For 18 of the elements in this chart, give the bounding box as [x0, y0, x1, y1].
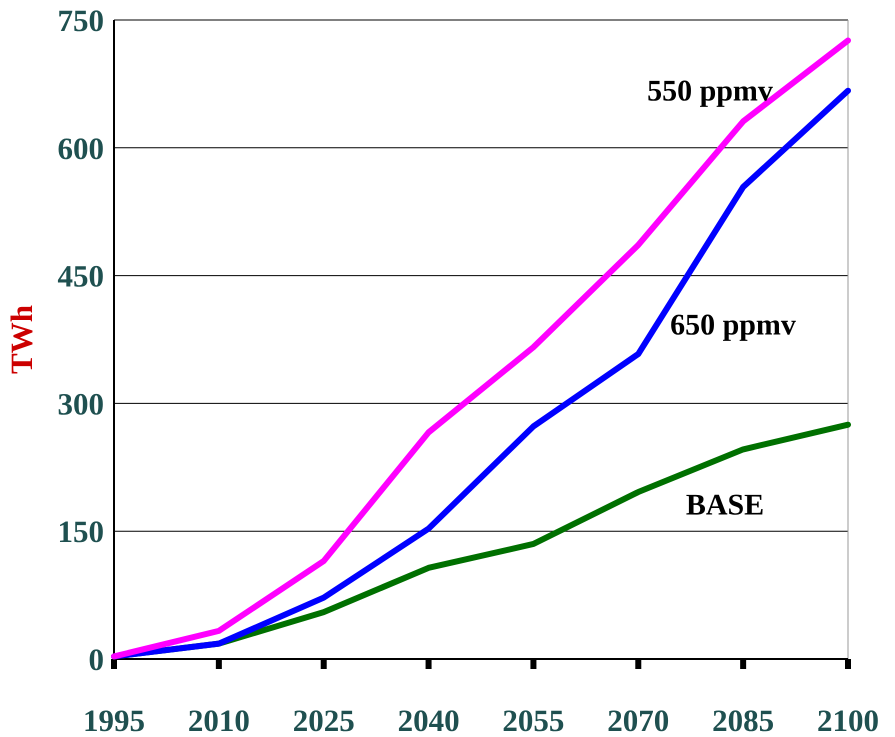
x-tick-label: 2025 — [292, 703, 355, 737]
y-tick-label: 600 — [58, 130, 104, 166]
x-tick-label: 2010 — [188, 703, 250, 737]
y-tick-label: 750 — [58, 3, 104, 38]
y-tick-label: 0 — [88, 642, 104, 677]
y-axis-title: TWh — [4, 305, 39, 374]
y-tick-label: 150 — [58, 514, 104, 550]
x-tick-label: 2040 — [398, 703, 460, 737]
x-tick-label: 1995 — [83, 703, 145, 737]
y-tick-label: 300 — [58, 386, 104, 422]
series-label: BASE — [686, 488, 764, 522]
x-tick-label: 2085 — [712, 703, 774, 737]
x-tick-label: 2100 — [817, 703, 879, 737]
series-label: 650 ppmv — [670, 308, 796, 342]
y-tick-label: 450 — [58, 258, 104, 294]
series-label: 550 ppmv — [647, 74, 773, 108]
x-tick-label: 2055 — [502, 703, 564, 737]
x-tick-label: 2070 — [607, 703, 670, 737]
